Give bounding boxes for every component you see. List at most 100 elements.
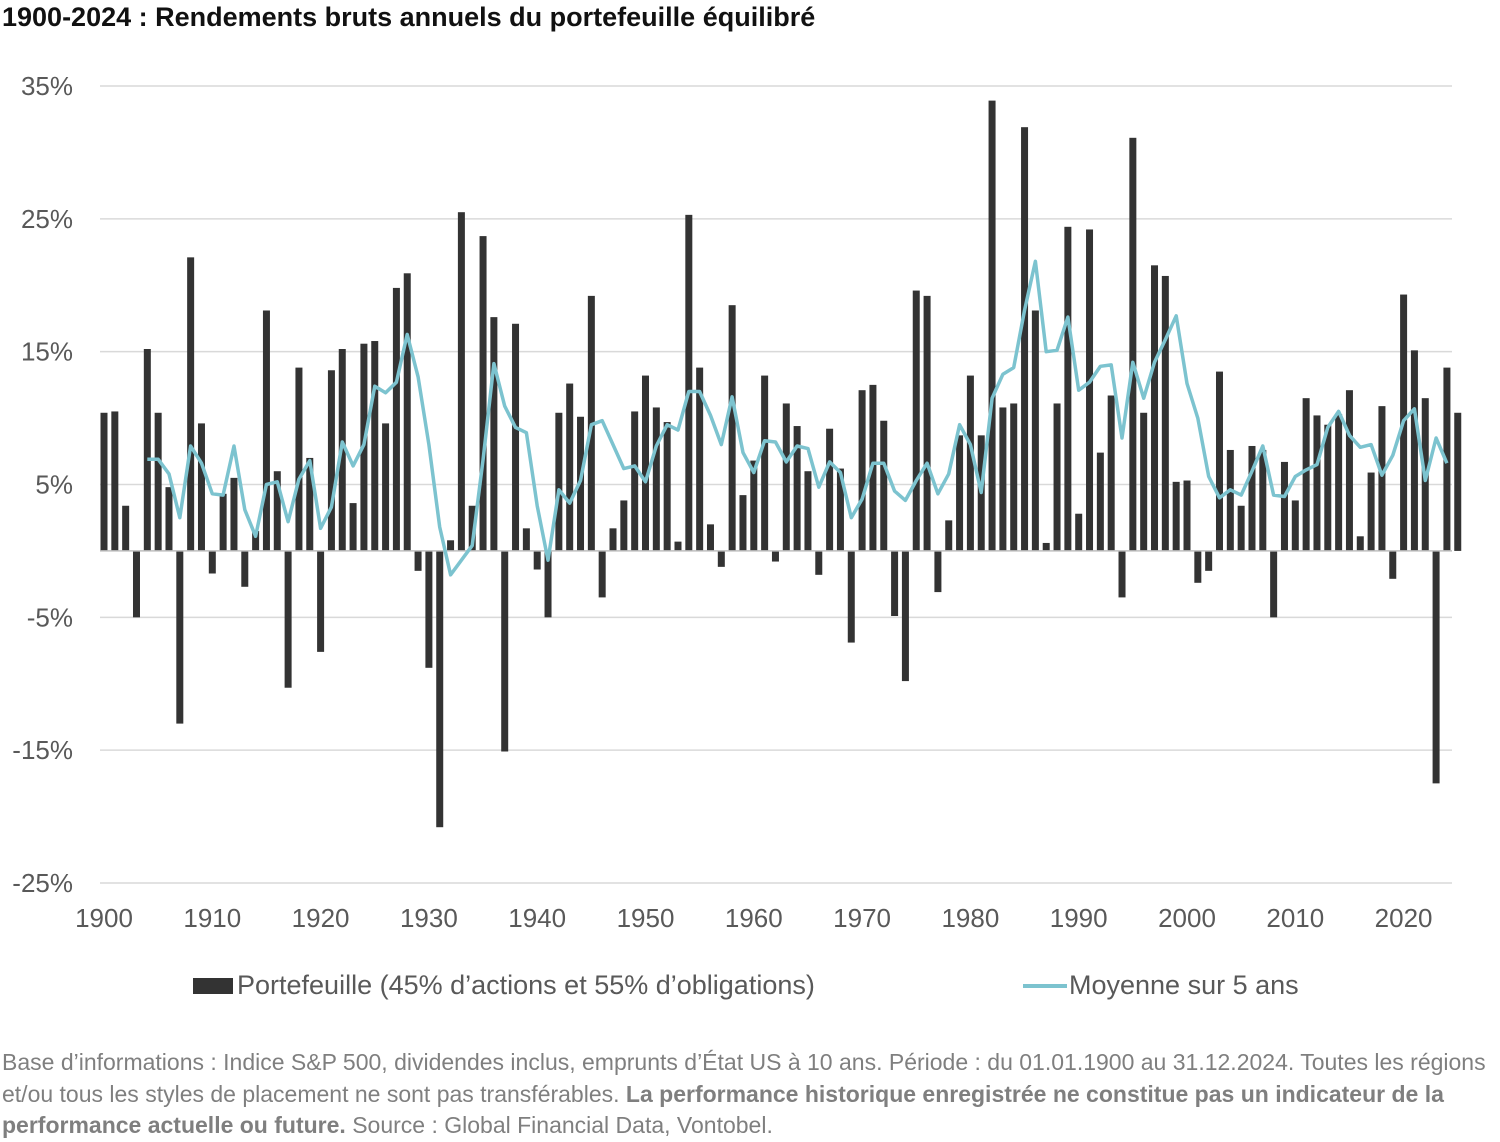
bar xyxy=(1075,513,1083,551)
x-axis-ticks: 1900 1910 1920 1930 1940 1950 1960 1970 1980 1990… xyxy=(75,903,1432,933)
grid-lines xyxy=(100,85,1452,884)
bar xyxy=(858,390,866,551)
bar xyxy=(782,403,790,551)
bar xyxy=(912,290,920,551)
x-tick-label: 1900 xyxy=(75,903,133,933)
bar xyxy=(154,412,162,551)
x-tick-label: 1920 xyxy=(292,903,350,933)
bar xyxy=(392,287,400,551)
footnote-text: Base d’informations : Indice S&P 500, di… xyxy=(2,1049,1486,1107)
bar xyxy=(479,236,487,551)
x-tick-label: 1980 xyxy=(941,903,999,933)
bar xyxy=(652,407,660,551)
bar xyxy=(1291,500,1299,551)
bar xyxy=(262,310,270,551)
bar xyxy=(988,100,996,551)
bar xyxy=(1140,412,1148,551)
bar xyxy=(631,411,639,551)
bar xyxy=(999,407,1007,551)
bar xyxy=(880,420,888,551)
bar xyxy=(111,411,119,551)
legend-bar-swatch xyxy=(193,977,233,994)
bar xyxy=(555,412,563,551)
y-tick-label: 25% xyxy=(21,204,73,234)
bar xyxy=(674,541,682,551)
footnote-disclaimer: La performance historique enregistrée ne… xyxy=(2,1080,1444,1139)
x-tick-label: 2020 xyxy=(1375,903,1433,933)
bar xyxy=(1302,398,1310,551)
footnote: Base d’informations : Indice S&P 500, di… xyxy=(2,1047,1492,1142)
bar xyxy=(1205,550,1213,571)
bar xyxy=(847,550,855,643)
bar xyxy=(371,341,379,551)
bar xyxy=(1356,536,1364,551)
bar xyxy=(815,550,823,575)
bar xyxy=(197,423,205,551)
x-tick-label: 1930 xyxy=(400,903,458,933)
bar xyxy=(457,212,465,551)
bar xyxy=(1270,550,1278,618)
bar xyxy=(1010,403,1018,551)
bar xyxy=(1021,127,1029,551)
bar xyxy=(219,493,227,551)
bar xyxy=(1389,550,1397,579)
bar xyxy=(522,528,530,551)
bar xyxy=(382,423,390,551)
bar xyxy=(1345,390,1353,551)
bar xyxy=(122,505,130,551)
x-tick-label: 1970 xyxy=(833,903,891,933)
bar xyxy=(241,550,249,587)
bar xyxy=(1172,481,1180,551)
bar xyxy=(1367,472,1375,551)
bar xyxy=(923,295,931,551)
bar xyxy=(327,370,335,551)
bar xyxy=(728,305,736,551)
bar xyxy=(1237,505,1245,551)
bar xyxy=(934,550,942,593)
bar xyxy=(1118,550,1126,598)
y-tick-label: -5% xyxy=(27,602,73,632)
y-tick-label: -15% xyxy=(12,735,73,765)
bar xyxy=(717,550,725,567)
legend-item-portfolio: Portefeuille (45% d’actions et 55% d’obl… xyxy=(193,970,815,1001)
x-tick-label: 2000 xyxy=(1158,903,1216,933)
line-series xyxy=(147,259,1449,577)
y-tick-label: 35% xyxy=(21,71,73,101)
bar xyxy=(165,487,173,551)
bar xyxy=(1161,275,1169,551)
bar xyxy=(804,471,812,551)
bar xyxy=(468,505,476,551)
bar xyxy=(1151,265,1159,551)
bar xyxy=(544,550,552,618)
y-tick-label: 15% xyxy=(21,337,73,367)
bar xyxy=(414,550,422,571)
bar xyxy=(1042,542,1050,551)
chart-plot: 35%25%15%5%-5%-15%-25% 1900 1910 1920 1930 1… xyxy=(12,71,1462,933)
bar xyxy=(490,317,498,551)
bar xyxy=(566,383,574,551)
bar xyxy=(1129,137,1137,551)
bar xyxy=(685,214,693,551)
x-tick-label: 1910 xyxy=(183,903,241,933)
bar xyxy=(1096,452,1104,551)
bar xyxy=(739,495,747,551)
bar xyxy=(620,500,628,551)
bar xyxy=(512,323,520,551)
bar xyxy=(1280,461,1288,551)
bar xyxy=(176,550,184,724)
chart-legend: Portefeuille (45% d’actions et 55% d’obl… xyxy=(0,970,1500,1006)
bar xyxy=(208,550,216,574)
bar xyxy=(771,550,779,562)
bar xyxy=(132,550,140,618)
bar xyxy=(306,457,314,551)
bar xyxy=(403,273,411,551)
x-tick-label: 2010 xyxy=(1266,903,1324,933)
bar xyxy=(317,550,325,652)
bar xyxy=(1313,415,1321,551)
bar xyxy=(1107,395,1115,551)
bar xyxy=(1183,480,1191,551)
bar xyxy=(1378,406,1386,551)
bar xyxy=(966,375,974,551)
bar xyxy=(1086,229,1094,551)
bar xyxy=(609,528,617,551)
